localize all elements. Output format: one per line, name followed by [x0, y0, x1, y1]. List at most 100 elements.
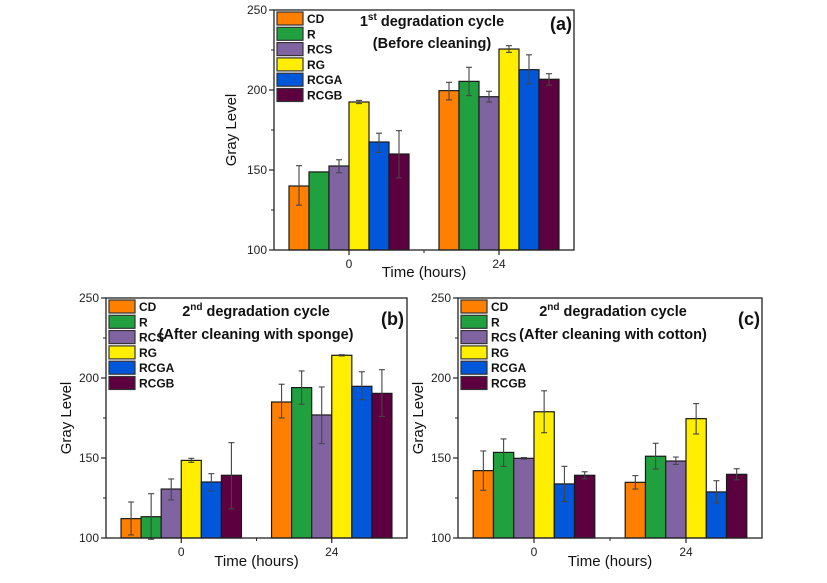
bar-rcs-0	[513, 457, 535, 539]
panel-b: 100 150 200 250 0 24 Gray Level Time (hours)…	[58, 291, 408, 570]
legend-swatch	[108, 345, 136, 360]
error-bar-rcgb-0	[581, 471, 588, 480]
error-bar-cd-24	[632, 475, 639, 490]
error-bar-r-0	[500, 438, 507, 467]
y-tick-label: 150	[431, 451, 451, 465]
title-superscript: nd	[547, 302, 559, 313]
error-bar-rcga-24	[358, 371, 365, 401]
legend-item-rcgb: RCGB	[108, 375, 175, 391]
y-tick-label: 100	[431, 531, 451, 545]
legend-label: RCGB	[307, 89, 343, 103]
error-bar-rcgb-0	[396, 130, 402, 179]
title-rest: degradation cycle	[559, 304, 686, 320]
bar-rcga-24	[518, 69, 540, 251]
bar-cd-24	[270, 401, 293, 539]
legend-swatch	[460, 360, 488, 375]
legend-item-rg: RG	[276, 57, 325, 72]
bar-rg-0	[348, 101, 370, 251]
title-prefix: 2	[539, 304, 547, 320]
bar-cd-24	[438, 90, 460, 251]
error-bar-rg-0	[356, 99, 362, 105]
title-superscript: st	[368, 12, 378, 23]
legend-label: RCS	[491, 331, 516, 345]
x-axis-ticks: 0 24	[178, 538, 339, 559]
title-rest: degradation cycle	[202, 304, 329, 320]
legend-swatch	[108, 360, 136, 375]
error-bar-rcga-24	[526, 54, 532, 85]
error-bar-rcs-24	[672, 456, 679, 465]
legend-swatch	[460, 345, 488, 360]
error-bar-cd-0	[296, 165, 302, 206]
legend-swatch	[460, 314, 488, 329]
legend-swatch	[460, 299, 488, 314]
panel-a: 100 150 200 250 0 24 Gray Level Time (hours)…	[223, 3, 575, 281]
panel-label: (a)	[550, 14, 572, 34]
y-axis-ticks: 100 150 200 250	[247, 3, 274, 257]
legend-swatch	[276, 41, 304, 57]
legend-swatch	[108, 299, 136, 314]
chart-title-line1: 2nd degradation cycle	[539, 302, 687, 320]
legend-label: R	[491, 315, 500, 329]
legend-label: CD	[307, 12, 325, 26]
legend-item-cd: CD	[108, 299, 157, 314]
y-tick-label: 250	[79, 291, 99, 305]
error-bar-rg-24	[693, 403, 700, 435]
legend-label: RCGB	[139, 377, 175, 391]
x-tick-label: 0	[531, 545, 538, 559]
legend-swatch	[108, 330, 136, 345]
legend-item-rcs: RCS	[276, 41, 332, 57]
x-axis-ticks: 0 24	[346, 250, 506, 271]
title-prefix: 2	[182, 304, 190, 320]
panel-c: 100 150 200 250 0 24 Gray Level Time (hours)…	[410, 291, 763, 570]
legend-label: CD	[491, 300, 509, 314]
chart-title-line1: 2nd degradation cycle	[182, 302, 330, 320]
y-axis-label: Gray Level	[58, 382, 75, 455]
error-bar-rcga-0	[376, 132, 382, 153]
panel-label: (b)	[381, 309, 404, 329]
legend-item-rcga: RCGA	[108, 360, 175, 375]
x-axis-label: Time (hours)	[214, 553, 298, 570]
legend-item-rcs: RCS	[108, 330, 164, 345]
legend-label: CD	[139, 300, 157, 314]
bar-rcga-24	[351, 385, 373, 539]
error-bar-rcs-0	[336, 159, 342, 174]
error-bar-rcs-0	[168, 478, 175, 501]
bar-rg-24	[685, 418, 707, 539]
legend-item-r: R	[276, 26, 316, 41]
error-bar-cd-24	[446, 81, 452, 101]
legend-item-rg: RG	[108, 345, 157, 360]
y-tick-label: 250	[431, 291, 451, 305]
x-axis-label: Time (hours)	[382, 264, 466, 281]
bars-group	[472, 390, 748, 539]
legend-swatch	[276, 72, 304, 87]
y-tick-label: 200	[247, 83, 267, 97]
bar-cd-24	[624, 481, 647, 539]
panel-label: (c)	[738, 309, 760, 329]
y-axis-ticks: 100 150 200 250	[431, 291, 458, 545]
error-bar-cd-24	[278, 383, 285, 419]
legend-label: RCGB	[491, 377, 527, 391]
x-axis-label: Time (hours)	[568, 553, 652, 570]
legend-item-rg: RG	[460, 345, 509, 360]
legend-swatch	[276, 11, 304, 26]
error-bar-rcgb-24	[546, 73, 552, 86]
legend-label: RG	[491, 346, 509, 360]
bar-r-24	[458, 80, 480, 251]
error-bar-r-24	[298, 370, 305, 405]
error-bar-rcga-0	[561, 465, 568, 503]
legend-item-rcs: RCS	[460, 330, 516, 345]
y-axis-label: Gray Level	[410, 382, 427, 455]
error-bar-r-24	[466, 66, 472, 97]
legend-label: RCGA	[491, 361, 527, 375]
legend-swatch	[460, 330, 488, 345]
bar-rg-24	[331, 354, 353, 539]
y-tick-label: 100	[247, 243, 267, 257]
legend-label: R	[139, 315, 148, 329]
error-bar-r-0	[148, 493, 155, 540]
x-tick-label: 24	[325, 545, 339, 559]
chart-title-line1: 1st degradation cycle	[360, 12, 504, 30]
y-tick-label: 150	[247, 163, 267, 177]
title-superscript: nd	[190, 302, 202, 313]
